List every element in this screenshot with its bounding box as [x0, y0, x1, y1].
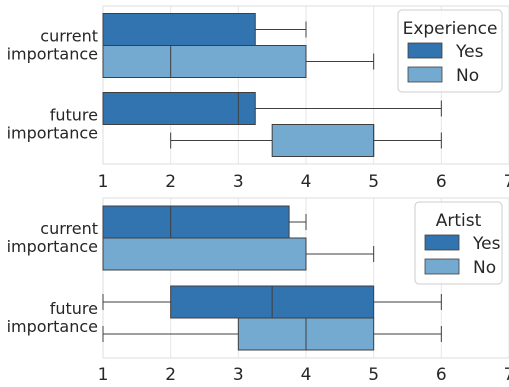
- legend-label-no: No: [456, 66, 479, 86]
- legend: Artist Yes No: [414, 201, 503, 285]
- legend-title: Artist: [436, 211, 482, 231]
- x-tick-label-1: 1: [98, 365, 109, 383]
- legend-swatch-no: [424, 258, 460, 275]
- box-iqr: [102, 205, 290, 239]
- y-category-label: current importance: [7, 219, 98, 256]
- legend-label-no: No: [473, 258, 496, 278]
- box-yes-1: [102, 205, 307, 239]
- y-category-label: future importance: [7, 299, 98, 336]
- box-no-2: [102, 317, 442, 351]
- box-no-1: [102, 45, 375, 78]
- legend-title: Experience: [403, 19, 498, 39]
- box-iqr: [271, 124, 375, 157]
- x-tick-label-7: 7: [504, 365, 509, 383]
- x-tick-label-2: 2: [165, 365, 176, 383]
- box-iqr: [102, 45, 307, 78]
- legend-label-yes: Yes: [455, 42, 484, 62]
- x-tick-label-2: 2: [165, 172, 176, 192]
- x-tick-label-5: 5: [368, 172, 379, 192]
- legend-label-yes: Yes: [472, 234, 501, 254]
- x-tick-label-4: 4: [301, 365, 312, 383]
- x-tick-label-3: 3: [233, 365, 244, 383]
- legend: Experience Yes No: [397, 9, 503, 93]
- box-yes-1: [102, 13, 307, 46]
- y-category-label: future importance: [7, 106, 98, 143]
- legend-swatch-no: [407, 66, 443, 83]
- x-tick-label-6: 6: [436, 172, 447, 192]
- x-tick-label-4: 4: [301, 172, 312, 192]
- box-yes-2: [102, 92, 442, 125]
- box-iqr: [102, 13, 256, 46]
- x-tick-label-7: 7: [504, 172, 509, 192]
- box-iqr: [102, 237, 307, 271]
- legend-swatch-yes: [407, 42, 443, 59]
- x-tick-label-3: 3: [233, 172, 244, 192]
- box-iqr: [102, 92, 256, 125]
- legend-swatch-yes: [424, 234, 460, 251]
- box-no-1: [102, 237, 375, 271]
- x-tick-label-1: 1: [98, 172, 109, 192]
- box-yes-2: [102, 285, 442, 319]
- y-category-label: current importance: [7, 27, 98, 64]
- box-no-2: [170, 124, 442, 157]
- x-tick-label-6: 6: [436, 365, 447, 383]
- x-tick-label-5: 5: [368, 365, 379, 383]
